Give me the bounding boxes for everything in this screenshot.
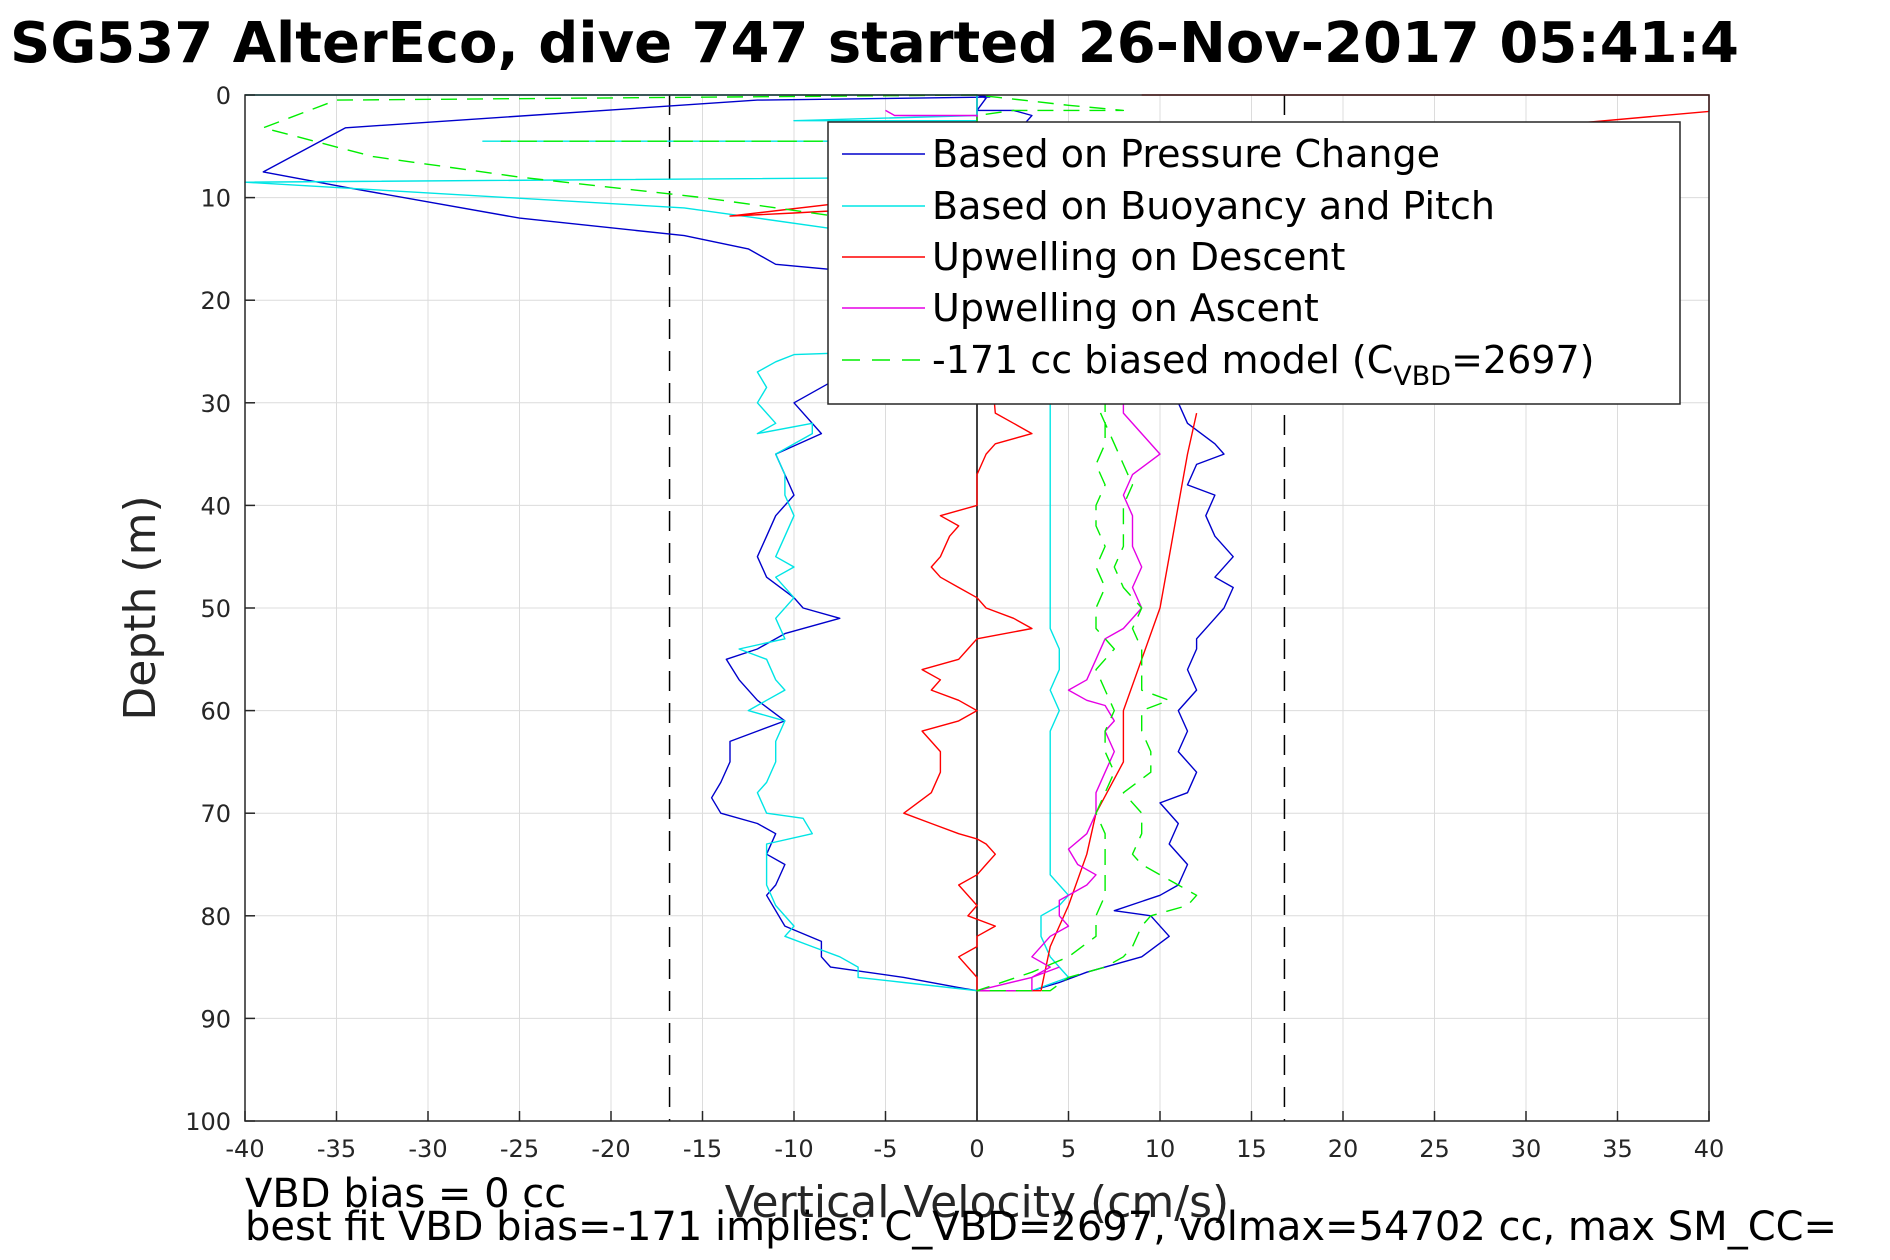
y-tick-label-3: 30 bbox=[200, 390, 231, 418]
y-tick-label-2: 20 bbox=[200, 287, 231, 315]
legend: Based on Pressure Change Based on Buoyanc… bbox=[827, 121, 1681, 405]
x-tick-label-12: 20 bbox=[1328, 1135, 1359, 1163]
x-tick-label-16: 40 bbox=[1694, 1135, 1725, 1163]
x-tick-label-4: -20 bbox=[591, 1135, 630, 1163]
legend-label-1: Based on Buoyancy and Pitch bbox=[932, 184, 1495, 228]
x-tick-label-10: 10 bbox=[1145, 1135, 1176, 1163]
y-tick-label-1: 10 bbox=[200, 185, 231, 213]
x-tick-label-13: 25 bbox=[1419, 1135, 1450, 1163]
legend-box bbox=[827, 121, 1681, 405]
y-tick-label-4: 40 bbox=[200, 492, 231, 520]
x-tick-label-9: 5 bbox=[1061, 1135, 1076, 1163]
y-tick-label-7: 70 bbox=[200, 800, 231, 828]
x-tick-label-11: 15 bbox=[1236, 1135, 1267, 1163]
x-tick-labels: -40 -35 -30 -25 -20 -15 -10 -5 0 5 10 15 20 25 30 35 40 bbox=[225, 1111, 1724, 1163]
y-tick-label-6: 60 bbox=[200, 698, 231, 726]
x-tick-label-0: -40 bbox=[225, 1135, 264, 1163]
legend-label-0: Based on Pressure Change bbox=[932, 132, 1440, 176]
vbd-bias-note: VBD bias = 0 cc bbox=[245, 1171, 566, 1217]
x-tick-label-14: 30 bbox=[1511, 1135, 1542, 1163]
x-tick-label-5: -15 bbox=[683, 1135, 722, 1163]
x-tick-label-15: 35 bbox=[1602, 1135, 1633, 1163]
y-tick-label-5: 50 bbox=[200, 595, 231, 623]
x-tick-label-1: -35 bbox=[317, 1135, 356, 1163]
series-group bbox=[244, 94, 1710, 992]
y-tick-labels: 0 10 20 30 40 50 60 70 80 90 100 bbox=[185, 82, 255, 1136]
x-tick-label-8: 0 bbox=[969, 1135, 984, 1163]
x-tick-label-7: -5 bbox=[874, 1135, 898, 1163]
legend-label-3: Upwelling on Ascent bbox=[932, 286, 1319, 330]
x-axis-label: Vertical Velocity (cm/s) bbox=[725, 1177, 1229, 1228]
y-tick-label-9: 90 bbox=[200, 1005, 231, 1033]
y-tick-label-0: 0 bbox=[216, 82, 231, 110]
x-tick-label-2: -30 bbox=[408, 1135, 447, 1163]
y-axis-label: Depth (m) bbox=[115, 495, 166, 720]
legend-label-2: Upwelling on Descent bbox=[932, 235, 1345, 279]
best-fit-note: best fit VBD bias=-171 implies: C_VBD=26… bbox=[245, 1204, 1837, 1250]
x-tick-label-3: -25 bbox=[500, 1135, 539, 1163]
x-tick-label-6: -10 bbox=[774, 1135, 813, 1163]
series-line-0 bbox=[262, 94, 1234, 992]
y-tick-label-8: 80 bbox=[200, 903, 231, 931]
y-tick-label-10: 100 bbox=[185, 1108, 231, 1136]
chart-title: SG537 AlterEco, dive 747 started 26-Nov-… bbox=[10, 11, 1739, 76]
series-line-3 bbox=[885, 109, 1161, 992]
